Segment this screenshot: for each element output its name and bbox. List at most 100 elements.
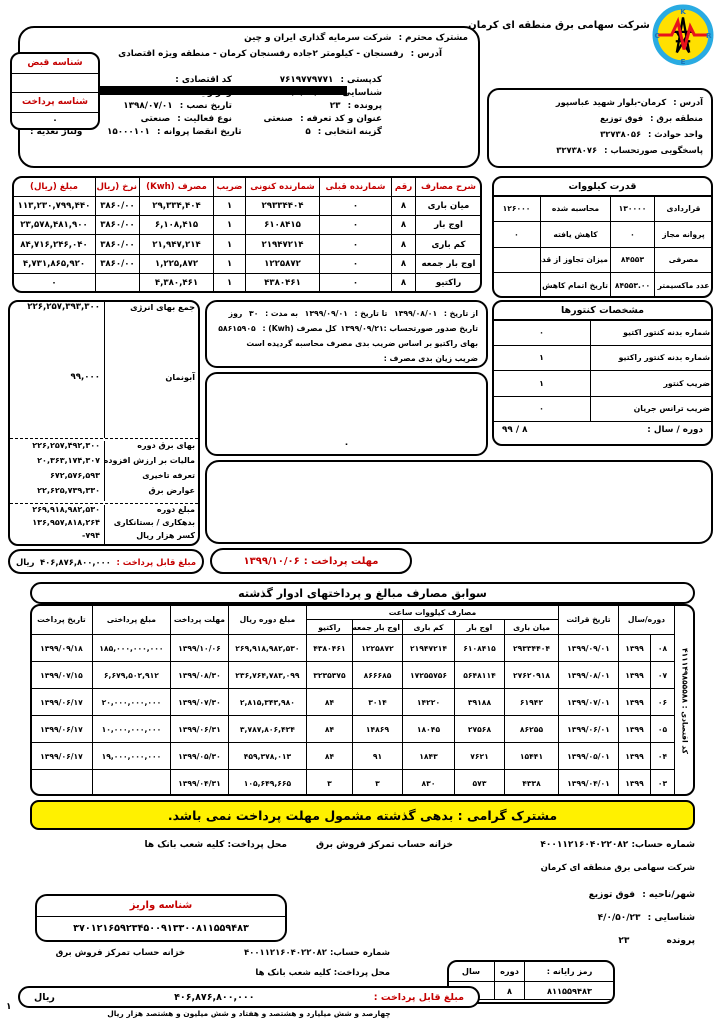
cell: ۴۳۳۸	[504, 769, 559, 794]
billing-period-box: از تاریخ : ۱۳۹۹/۰۸/۰۱ تا تاریخ : ۱۳۹۹/۰۹…	[205, 300, 488, 368]
col-due-date: مهلت پرداخت	[169, 606, 229, 635]
col-period-amount: مبلغ دوره ریال	[227, 606, 307, 635]
row-value: ۱۳۶,۹۵۷,۸۱۸,۲۶۴	[32, 518, 100, 527]
cell: ۱۳۹۹/۰۸/۳۰	[169, 661, 229, 689]
cell: ۲۷۶۲۰۹۱۸	[504, 661, 559, 689]
cell: ۲۱۹۴۷۲۱۴	[402, 634, 455, 662]
from-date-label: از تاریخ :	[443, 309, 478, 318]
cell: ۱۰,۰۰۰,۰۰۰,۰۰۰	[91, 715, 171, 743]
cell: ۱	[213, 234, 246, 255]
loss-factor-value-box: ۰	[205, 372, 488, 456]
cell: ۰	[14, 272, 96, 291]
cell: ۳	[305, 769, 354, 794]
cell: ۱۳۹۹	[618, 661, 651, 689]
row-label: مبلغ دوره	[104, 505, 198, 518]
col-reactive: راکتیو	[305, 619, 354, 635]
history-row: ۰۴ ۱۳۹۹ ۱۳۹۹/۰۵/۰۱ ۱۵۴۴۱ ۷۶۲۱ ۱۸۴۳ ۹۱ ۸۴ ۴۵۹,۳۷۸…	[32, 742, 693, 770]
stub-place-label: محل پرداخت:	[333, 968, 390, 978]
payment-deadline-pill: مهلت پرداخت : ۱۳۹۹/۱۰/۰۶	[210, 548, 412, 574]
row-label: شماره بدنه کنتور اکتیو	[590, 319, 711, 346]
cell: ۱۳۹۹/۰۶/۳۱	[169, 715, 229, 743]
bill-payment-id-box: شناسه قبض شناسه پرداخت ۰	[10, 52, 100, 130]
spec-row-meter-factor: ضریب کنتور ۱	[494, 370, 711, 397]
option-value: ۵	[305, 127, 311, 137]
cell	[32, 769, 93, 794]
stub-period-value: ۸	[494, 981, 525, 1000]
cell: ۲,۸۱۵,۳۴۳,۹۸۰	[227, 688, 307, 716]
cell: ۸۴۵۵۳.۰۰	[610, 272, 655, 296]
company-name: شرکت سهامی برق منطقه ای کرمان	[468, 20, 650, 31]
history-row: ۰۸ ۱۳۹۹ ۱۳۹۹/۰۹/۰۱ ۲۹۳۳۴۴۰۴ ۶۱۰۸۴۱۵ ۲۱۹۴۷۲۱۴ ۱…	[32, 634, 693, 662]
cell: ۱۲۲۵۸۷۲	[352, 634, 403, 662]
stub-file-label: پرونده	[666, 936, 695, 946]
total-row-debt-credit: بدهکاری / بستانکاری ۱۳۶,۹۵۷,۸۱۸,۲۶۴	[10, 518, 198, 531]
cell: ۸	[391, 253, 416, 274]
cell: ۱۳۹۹/۰۵/۰۱	[558, 742, 619, 770]
cell: ۱۵۴۴۱	[504, 742, 559, 770]
cell: ۱۳۹۹	[618, 634, 651, 662]
cell: ۱۳۹۹/۰۶/۱۷	[32, 688, 93, 716]
meter-row-low-load: کم باری ۸ ۰ ۲۱۹۴۷۲۱۴ ۱ ۲۱,۹۴۷,۲۱۴ ۳۸۶۰/۰۰ ۸۴,۷۱…	[14, 234, 480, 255]
power-kw-box: قدرت کیلووات قراردادی ۱۳۰۰۰۰ محاسبه شده ۱۲۶…	[492, 176, 713, 298]
cell: کم باری	[415, 234, 480, 255]
cell: ۱۳۹۹/۰۶/۱۷	[32, 742, 93, 770]
file-number-label: پرونده :	[347, 101, 382, 111]
stub-account-label: شماره حساب:	[329, 948, 390, 958]
total-row-rounding: کسر هزار ریال -۷۹۴	[10, 531, 198, 544]
district-label: منطقه برق :	[650, 112, 703, 123]
cell: ۰۷	[650, 661, 675, 689]
cell: ۸۴	[305, 715, 354, 743]
supply-voltage-label: ولتاژ تغذیه :	[30, 127, 83, 137]
subscription-label: آبونمان	[104, 372, 198, 438]
install-date-value: ۱۳۹۸/۰۷/۰۱	[123, 101, 173, 111]
cell: ۸۶۶۶۸۵	[352, 661, 403, 689]
row-value: ۱	[494, 344, 591, 371]
col-low-load: کم باری	[402, 619, 455, 635]
svg-text:K: K	[680, 7, 686, 16]
cell: ۴,۷۳۱,۸۶۵,۹۲۰	[14, 253, 96, 274]
notes-empty-box	[205, 460, 713, 544]
row-value: ۱	[494, 370, 591, 397]
history-row: ۰۳ ۱۳۹۹ ۱۳۹۹/۰۴/۰۱ ۴۳۳۸ ۵۷۳ ۸۳۰ ۳ ۳ ۱۰۵,۶۴۹,۶۶۵ ۱…	[32, 769, 693, 794]
meter-row-mid-load: میان باری ۸ ۰ ۲۹۳۳۴۴۰۴ ۱ ۲۹,۳۳۴,۴۰۴ ۳۸۶۰/۰۰ ۱۱۳…	[14, 196, 480, 217]
row-value: ۰	[494, 395, 591, 422]
cell: ۴۵۹,۳۷۸,۰۱۳	[227, 742, 307, 770]
cell: ۸۴	[305, 742, 354, 770]
row-label: کسر هزار ریال	[104, 531, 198, 544]
cell: عدد ماکسیمتر	[654, 272, 711, 296]
cell: ۹۱	[352, 742, 403, 770]
col-curr-counter: شمارنده کنونی	[245, 178, 320, 198]
cell: ۰۶	[650, 688, 675, 716]
tariff-label: عنوان و کد تعرفه :	[300, 114, 382, 124]
cell: ۳,۷۸۷,۸۰۶,۴۲۴	[227, 715, 307, 743]
cell: اوج بار جمعه	[415, 253, 480, 274]
install-date-label: تاریخ نصب :	[179, 101, 232, 111]
cell: ۱	[213, 196, 246, 217]
cell: ۳۹۱۸۸	[454, 688, 505, 716]
cell: ۳۰۱۴	[352, 688, 403, 716]
customer-greeting-label: مشترک محترم :	[398, 33, 468, 43]
spec-row-reactive-meter: شماره بدنه کنتور راکتیو ۱	[494, 344, 711, 371]
stub-currency-label: ریال	[34, 991, 55, 1003]
cell: ۸	[391, 234, 416, 255]
cell: ۱۴۲۲۰	[402, 688, 455, 716]
stub-city: فوق توزیع	[588, 890, 636, 900]
stub-id-label: شناسایی :	[647, 913, 695, 923]
cell: ۱۳۹۹/۰۶/۱۷	[32, 715, 93, 743]
loss-factor-value: ۰	[343, 440, 350, 450]
row-value: -۷۹۴	[82, 531, 100, 540]
stub-file-line: پرونده ۲۳	[618, 936, 695, 946]
duration-value: ۳۰	[249, 309, 259, 318]
cell: ۸	[391, 272, 416, 291]
stub-payable-label: مبلغ قابل پرداخت :	[373, 991, 464, 1003]
row-label: ضریب ترانس جریان	[590, 395, 711, 422]
economic-code-text: کد اقتصادی : ۴۱۱۱۴۹۸۵۵۵۸۸	[680, 647, 689, 754]
payment-place: کلیه شعب بانک ها	[144, 840, 225, 850]
cell: ۵۷۳	[454, 769, 505, 794]
cell: ۱۳۹۹/۰۴/۳۱	[169, 769, 229, 794]
cell: محاسبه شده	[540, 195, 611, 222]
cell: مصرفی	[654, 246, 711, 274]
bill-id-value	[12, 74, 98, 93]
svg-text:R: R	[706, 31, 712, 40]
